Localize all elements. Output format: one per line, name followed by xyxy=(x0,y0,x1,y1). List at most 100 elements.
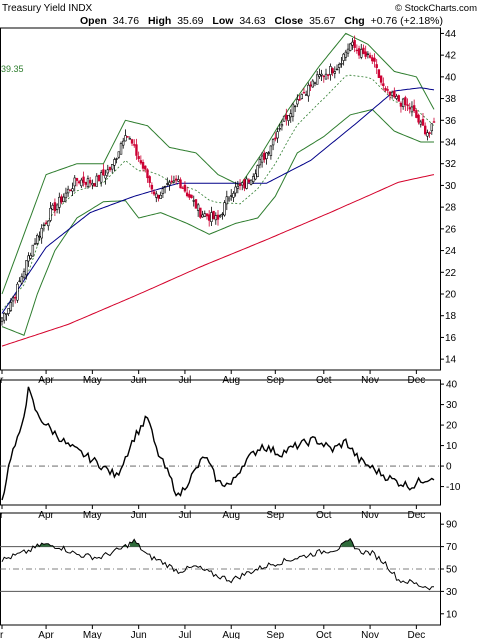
candle-body xyxy=(302,92,306,94)
candle-body xyxy=(205,213,209,217)
x-tick-label-nov: Nov xyxy=(361,630,379,639)
candle-body xyxy=(146,169,149,179)
candle-body xyxy=(31,244,35,257)
x-tick-label-mar: r xyxy=(0,630,4,639)
candle-body xyxy=(82,176,85,183)
candle-body xyxy=(199,207,202,218)
candle-body xyxy=(201,214,204,218)
y-tick-label: 14 xyxy=(445,355,457,366)
candle-body xyxy=(84,181,87,185)
candle-body xyxy=(133,144,136,146)
close-value: 35.67 xyxy=(309,15,335,27)
candle-body xyxy=(232,193,235,198)
candle-body xyxy=(185,192,189,197)
candle-body xyxy=(73,177,76,187)
candle-body xyxy=(172,180,176,183)
candle-body xyxy=(254,173,257,180)
candle-body xyxy=(22,271,26,278)
x-tick-label-mar: r xyxy=(0,375,4,386)
y-tick-label: 22 xyxy=(445,268,457,279)
y-tick-label: 10 xyxy=(446,609,458,620)
candle-body xyxy=(342,53,345,61)
candle-body xyxy=(252,176,255,182)
y-tick-label: 10 xyxy=(446,441,458,452)
candle-body xyxy=(311,80,314,88)
candle-body xyxy=(130,139,134,144)
candle-body xyxy=(278,128,281,130)
candle-body xyxy=(267,152,270,154)
candle-body xyxy=(401,98,405,108)
candle-body xyxy=(412,105,416,112)
candle-body xyxy=(194,199,198,209)
y-tick-label: 30 xyxy=(445,181,457,192)
candle-body xyxy=(124,135,127,142)
candle-body xyxy=(49,207,52,221)
candle-body xyxy=(421,119,425,126)
left-price-marker: 39.35 xyxy=(1,64,24,74)
candle-body xyxy=(141,162,145,169)
y-tick-label: 20 xyxy=(445,290,457,301)
candle-body xyxy=(243,179,246,189)
candle-body xyxy=(216,214,220,220)
candle-body xyxy=(58,196,61,208)
candle-body xyxy=(177,179,180,182)
x-tick-label-apr: Apr xyxy=(38,375,54,386)
candle-body xyxy=(241,182,244,186)
candle-body xyxy=(181,187,184,189)
candle-body xyxy=(71,188,74,192)
x-tick-label-sep: Sep xyxy=(266,510,284,521)
x-tick-label-jul: Jul xyxy=(179,630,192,639)
candle-body xyxy=(269,145,273,156)
candle-body xyxy=(304,94,308,96)
x-tick-label-aug: Aug xyxy=(222,630,240,639)
panel-1-frame xyxy=(0,27,441,371)
candle-body xyxy=(247,179,251,183)
y-tick-label: 70 xyxy=(446,542,458,553)
candle-body xyxy=(80,179,83,187)
candle-body xyxy=(265,152,268,160)
candle-body xyxy=(373,57,376,62)
x-tick-label-aug: Aug xyxy=(222,375,240,386)
candle-body xyxy=(351,41,354,46)
candle-body xyxy=(236,185,240,189)
x-tick-label-oct: Oct xyxy=(316,375,332,386)
candle-body xyxy=(62,196,65,202)
x-tick-label-sep: Sep xyxy=(266,375,284,386)
x-tick-label-may: May xyxy=(83,375,102,386)
x-tick-label-dec: Dec xyxy=(407,510,425,521)
candle-body xyxy=(258,159,262,166)
candle-body xyxy=(230,195,233,197)
candle-body xyxy=(113,159,116,166)
candle-body xyxy=(88,180,92,184)
candle-body xyxy=(408,107,411,110)
candle-body xyxy=(335,68,339,71)
candle-body xyxy=(256,165,259,177)
candle-body xyxy=(166,183,169,185)
candle-body xyxy=(406,104,409,106)
candle-body xyxy=(111,164,114,170)
candle-body xyxy=(338,63,341,68)
candle-body xyxy=(11,297,15,302)
candle-body xyxy=(150,184,154,190)
candle-body xyxy=(108,166,112,171)
candle-body xyxy=(384,88,387,91)
candle-body xyxy=(379,75,383,83)
candle-body xyxy=(163,185,167,188)
candle-body xyxy=(375,64,378,68)
candle-body xyxy=(280,124,284,127)
candle-body xyxy=(152,191,156,195)
candle-body xyxy=(42,224,46,227)
candle-body xyxy=(117,151,121,158)
candle-body xyxy=(106,169,109,174)
candle-body xyxy=(395,95,398,99)
candle-body xyxy=(27,255,30,262)
candle-body xyxy=(122,140,125,146)
y-tick-label: 44 xyxy=(445,29,457,40)
y-tick-label: 20 xyxy=(446,421,458,432)
candle-body xyxy=(159,194,162,199)
candle-body xyxy=(318,74,321,77)
candle-body xyxy=(423,125,427,135)
candle-body xyxy=(137,156,140,160)
x-tick-label-may: May xyxy=(83,510,102,521)
y-tick-label: -10 xyxy=(446,482,461,493)
